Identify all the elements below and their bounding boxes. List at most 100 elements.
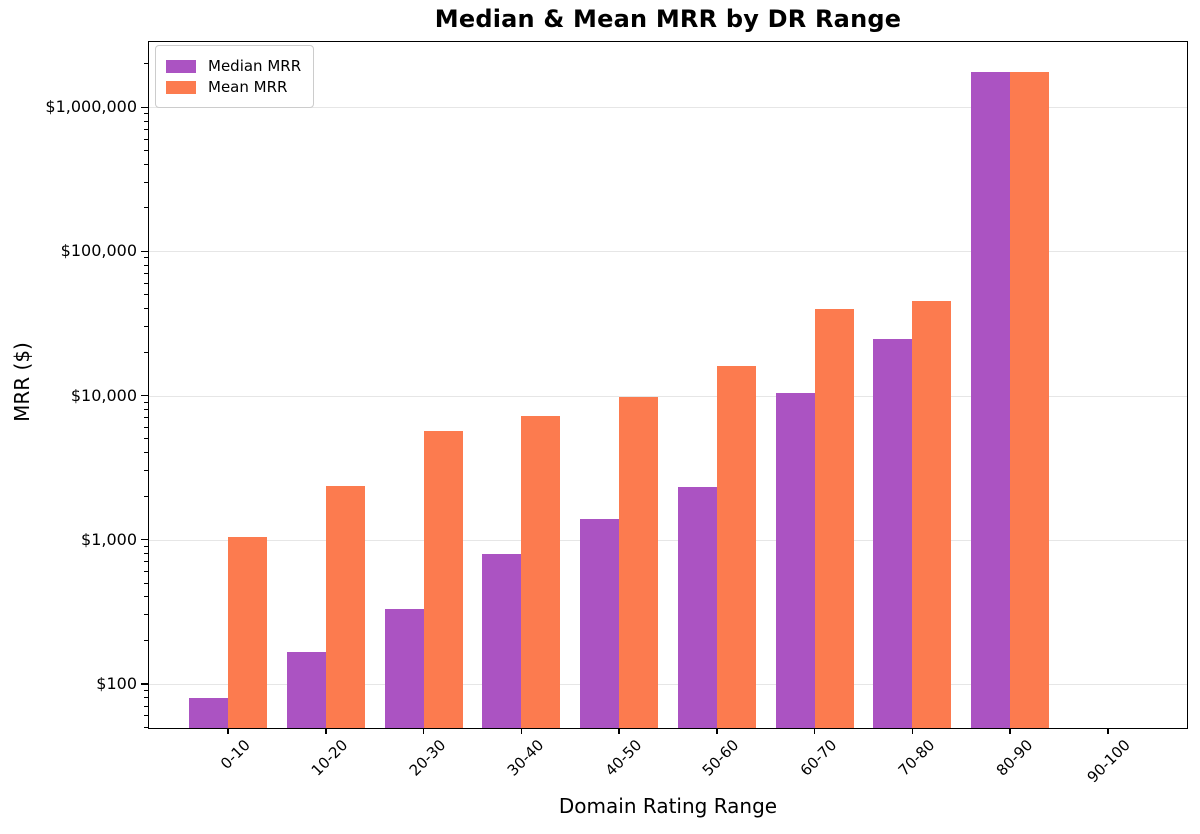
- y-minor-tick-900000: [144, 113, 148, 115]
- y-minor-tick-300: [144, 614, 148, 616]
- x-tick-label-80-90: 80-90: [992, 736, 1036, 780]
- y-minor-tick-600000: [144, 138, 148, 140]
- gridline-100000: [148, 251, 1188, 253]
- y-minor-tick-8000: [144, 408, 148, 410]
- y-minor-tick-200: [144, 639, 148, 641]
- x-tick-0-10: [227, 729, 229, 734]
- legend: Median MRR Mean MRR: [155, 45, 315, 108]
- y-minor-tick-400000: [144, 164, 148, 166]
- x-tick-label-60-70: 60-70: [796, 736, 841, 780]
- legend-label-mean: Mean MRR: [208, 78, 288, 96]
- chart-title: Median & Mean MRR by DR Range: [434, 5, 902, 33]
- x-tick-label-90-100: 90-100: [1083, 736, 1134, 787]
- legend-swatch-mean-icon: [166, 80, 196, 94]
- legend-item-median: Median MRR: [166, 57, 301, 75]
- y-tick-1000000: [141, 106, 148, 108]
- y-minor-tick-30000: [144, 326, 148, 328]
- x-tick-20-30: [422, 729, 425, 734]
- bar-median-80-90: [971, 72, 1011, 729]
- y-minor-tick-7000: [144, 417, 148, 419]
- x-tick-30-40: [520, 729, 523, 734]
- bar-median-60-70: [775, 393, 815, 729]
- bar-mean-60-70: [814, 309, 854, 729]
- x-tick-90-100: [1107, 729, 1109, 734]
- gridline-1000000: [148, 107, 1188, 109]
- y-minor-tick-4000: [144, 452, 148, 454]
- y-minor-tick-80000: [144, 264, 148, 266]
- x-tick-label-20-30: 20-30: [405, 736, 450, 780]
- x-tick-label-50-60: 50-60: [699, 736, 743, 780]
- bar-median-30-40: [482, 553, 522, 729]
- y-minor-tick-50000: [144, 294, 148, 296]
- legend-label-median: Median MRR: [208, 57, 302, 75]
- y-minor-tick-50: [144, 726, 148, 728]
- bar-mean-50-60: [716, 366, 756, 729]
- x-tick-label-30-40: 30-40: [503, 736, 548, 780]
- x-tick-label-70-80: 70-80: [894, 736, 939, 780]
- y-minor-tick-60000: [144, 282, 148, 284]
- y-minor-tick-800000: [144, 120, 148, 122]
- y-tick-1000: [141, 538, 148, 541]
- y-tick-10000: [141, 394, 148, 397]
- x-axis-label: Domain Rating Range: [558, 794, 778, 818]
- x-tick-40-50: [618, 729, 620, 734]
- y-minor-tick-2000: [144, 495, 148, 497]
- y-minor-tick-40000: [144, 308, 148, 310]
- y-minor-tick-600: [144, 571, 148, 573]
- y-tick-100000: [141, 250, 148, 253]
- x-tick-60-70: [813, 729, 816, 734]
- x-tick-80-90: [1009, 729, 1011, 734]
- x-tick-label-40-50: 40-50: [601, 736, 645, 780]
- y-minor-tick-20000: [144, 351, 148, 353]
- bar-median-70-80: [873, 339, 913, 729]
- x-tick-label-10-20: 10-20: [308, 736, 352, 780]
- x-tick-50-60: [716, 729, 718, 734]
- y-tick-100: [141, 683, 148, 685]
- x-tick-70-80: [911, 729, 914, 734]
- gridline-10000: [148, 395, 1188, 397]
- bar-median-20-30: [384, 609, 424, 729]
- x-tick-10-20: [325, 729, 327, 734]
- bar-mean-10-20: [325, 486, 365, 729]
- bar-median-10-20: [286, 652, 326, 729]
- y-minor-tick-90000: [144, 257, 148, 259]
- y-tick-label-1000: $1,000: [81, 529, 137, 549]
- y-minor-tick-60: [144, 715, 148, 717]
- bar-mean-70-80: [912, 301, 952, 729]
- y-tick-label-10000: $10,000: [70, 385, 137, 405]
- y-tick-label-100: $100: [96, 673, 137, 693]
- bar-mean-0-10: [228, 536, 268, 729]
- y-minor-tick-700: [144, 561, 148, 563]
- y-minor-tick-80: [144, 697, 148, 699]
- bar-median-40-50: [580, 518, 620, 729]
- y-tick-label-1000000: $1,000,000: [45, 97, 137, 117]
- y-minor-tick-800: [144, 553, 148, 555]
- y-minor-tick-700000: [144, 129, 148, 130]
- y-minor-tick-400: [144, 596, 148, 598]
- legend-item-mean: Mean MRR: [166, 78, 301, 96]
- y-minor-tick-500000: [144, 150, 148, 152]
- y-minor-tick-3000: [144, 470, 148, 472]
- y-minor-tick-500: [144, 582, 148, 584]
- y-minor-tick-9000: [144, 401, 148, 403]
- gridline-1000: [148, 539, 1188, 541]
- gridline-100: [148, 683, 1188, 685]
- y-minor-tick-5000: [144, 438, 148, 440]
- bar-median-50-60: [677, 487, 717, 729]
- y-minor-tick-200000: [144, 207, 148, 209]
- bar-mean-40-50: [619, 397, 659, 729]
- y-axis-label: MRR ($): [10, 342, 34, 422]
- y-minor-tick-70000: [144, 273, 148, 275]
- y-tick-label-100000: $100,000: [60, 241, 137, 261]
- y-minor-tick-6000: [144, 426, 148, 428]
- y-minor-tick-90: [144, 689, 148, 691]
- bar-mean-20-30: [423, 430, 463, 729]
- x-tick-label-0-10: 0-10: [217, 736, 254, 773]
- y-minor-tick-300000: [144, 182, 148, 184]
- y-minor-tick-900: [144, 545, 148, 547]
- y-minor-tick-2000000: [144, 63, 148, 65]
- legend-swatch-median-icon: [166, 59, 196, 73]
- bar-median-0-10: [189, 697, 229, 729]
- bar-mean-80-90: [1010, 72, 1050, 729]
